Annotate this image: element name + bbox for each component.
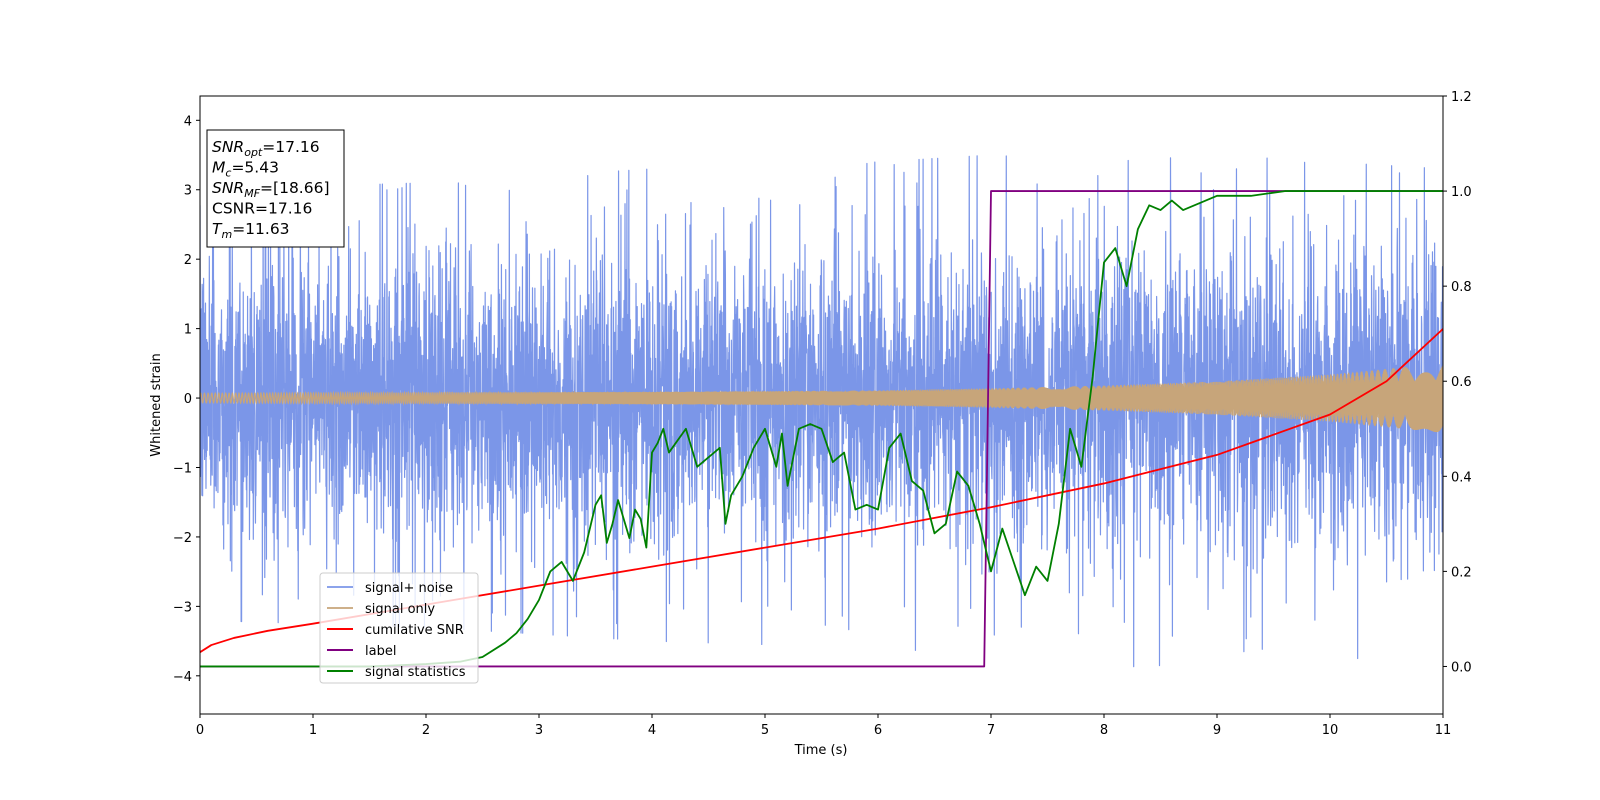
x-axis-label: Time (s): [794, 743, 848, 758]
series-line-cumilative-snr: [200, 328, 1443, 653]
x-tick-label: 6: [874, 723, 882, 738]
annotation-line: Mc=5.43: [212, 159, 279, 180]
annotation-subscript: m: [221, 228, 232, 241]
annotation-subscript: opt: [244, 146, 263, 159]
legend: signal+ noise signal only cumilative SNR la…: [319, 572, 479, 684]
y-left-tick-label: −1: [173, 461, 192, 476]
annotation-line: SNRMF=[18.66]: [212, 179, 330, 200]
annotation-value: =17.16: [262, 138, 319, 156]
plot-frame: [199, 95, 1444, 715]
y-axis-left: −4 −3 −2 −1 0 1 2 3 4: [173, 114, 200, 685]
annotation-line: SNRopt=17.16: [212, 138, 320, 159]
x-axis: 0 1 2 3 4 5 6 7 8 9 10 11: [196, 714, 1451, 738]
series-line-signal-noise: [200, 155, 1443, 668]
y-right-tick-label: 0.2: [1451, 565, 1472, 580]
annotation-subscript: c: [225, 167, 231, 180]
y-right-tick-label: 0.6: [1451, 375, 1472, 390]
y-left-tick-label: 0: [184, 392, 192, 407]
y-left-tick-label: 3: [184, 184, 192, 199]
legend-entry-label: signal only: [365, 602, 435, 617]
annotation-value: =17.16: [255, 200, 312, 218]
y-axis-label: Whitened strain: [149, 353, 164, 456]
y-axis-right: 0.0 0.2 0.4 0.6 0.8 1.0 1.2: [1443, 90, 1472, 675]
annotation-symbol: SNR: [212, 138, 244, 156]
legend-entry-label: signal statistics: [365, 665, 466, 680]
legend-entry-label: label: [365, 644, 396, 659]
annotation-symbol: CSNR: [212, 200, 255, 218]
series-layer: [200, 155, 1443, 668]
legend-entry-label: cumilative SNR: [365, 623, 464, 638]
series-line-signal-statistics: [200, 190, 1443, 668]
y-right-tick-label: 0.4: [1451, 470, 1472, 485]
y-left-tick-label: 2: [184, 253, 192, 268]
annotation-value: =[18.66]: [260, 179, 329, 197]
legend-entry-label: signal+ noise: [365, 581, 453, 596]
x-tick-label: 5: [761, 723, 769, 738]
series-line-signal-only: [200, 365, 1443, 433]
x-tick-label: 8: [1100, 723, 1108, 738]
y-left-tick-label: −2: [173, 531, 192, 546]
y-left-tick-label: 4: [184, 114, 192, 129]
y-left-tick-label: 1: [184, 323, 192, 338]
annotation-symbol: M: [212, 159, 225, 177]
x-tick-label: 10: [1322, 723, 1339, 738]
annotation-line: CSNR=17.16: [212, 200, 312, 218]
annotation-line: Tm=11.63: [212, 220, 290, 241]
x-tick-label: 2: [422, 723, 430, 738]
x-tick-label: 3: [535, 723, 543, 738]
x-tick-label: 11: [1435, 723, 1452, 738]
annotation-value: =11.63: [232, 220, 289, 238]
x-tick-label: 9: [1213, 723, 1221, 738]
legend-frame: [319, 572, 479, 684]
x-tick-label: 0: [196, 723, 204, 738]
x-tick-label: 7: [987, 723, 995, 738]
x-tick-label: 1: [309, 723, 317, 738]
y-left-tick-label: −3: [173, 600, 192, 615]
y-left-tick-label: −4: [173, 670, 192, 685]
y-right-tick-label: 0.8: [1451, 280, 1472, 295]
x-tick-label: 4: [648, 723, 656, 738]
annotation-subscript: MF: [244, 187, 260, 200]
annotation-symbol: T: [212, 220, 223, 238]
annotation-value: =5.43: [231, 159, 279, 177]
y-right-tick-label: 1.2: [1451, 90, 1472, 105]
y-right-tick-label: 1.0: [1451, 185, 1472, 200]
series-line-label: [200, 190, 1443, 668]
y-right-tick-label: 0.0: [1451, 660, 1472, 675]
annotation-frame: [206, 129, 345, 248]
annotation-box: SNRopt=17.16Mc=5.43SNRMF=[18.66]CSNR=17.…: [206, 129, 345, 248]
annotation-symbol: SNR: [212, 179, 244, 197]
